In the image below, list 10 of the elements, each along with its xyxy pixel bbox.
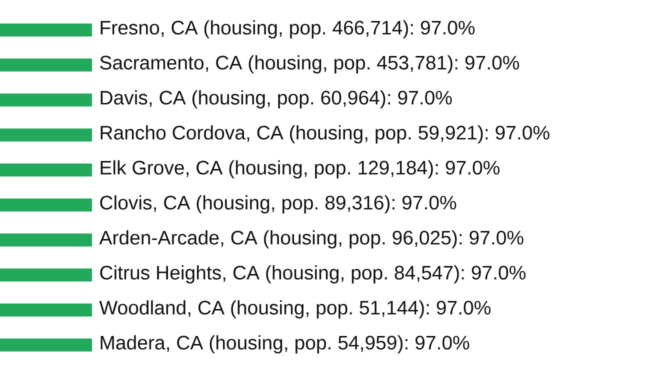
data-label: Rancho Cordova, CA (housing, pop. 59,921): 97.0% <box>100 125 550 144</box>
data-label: Arden-Arcade, CA (housing, pop. 96,025): 97.0% <box>99 230 524 248</box>
data-label: Clovis, CA (housing, pop. 89,316): 97.0% <box>100 195 456 214</box>
data-label: Madera, CA (housing, pop. 54,959): 97.0% <box>100 335 470 354</box>
data-label: Woodland, CA (housing, pop. 51,144): 97.0% <box>99 300 491 318</box>
data-label: Elk Grove, CA (housing, pop. 129,184): 97.0% <box>100 160 500 178</box>
data-label: Fresno, CA (housing, pop. 466,714): 97.0% <box>100 20 475 38</box>
data-label: Citrus Heights, CA (housing, pop. 84,547): 97.0% <box>100 265 526 284</box>
data-label: Davis, CA (housing, pop. 60,964): 97.0% <box>100 90 452 108</box>
data-label: Sacramento, CA (housing, pop. 453,781): 97.0% <box>100 55 520 74</box>
